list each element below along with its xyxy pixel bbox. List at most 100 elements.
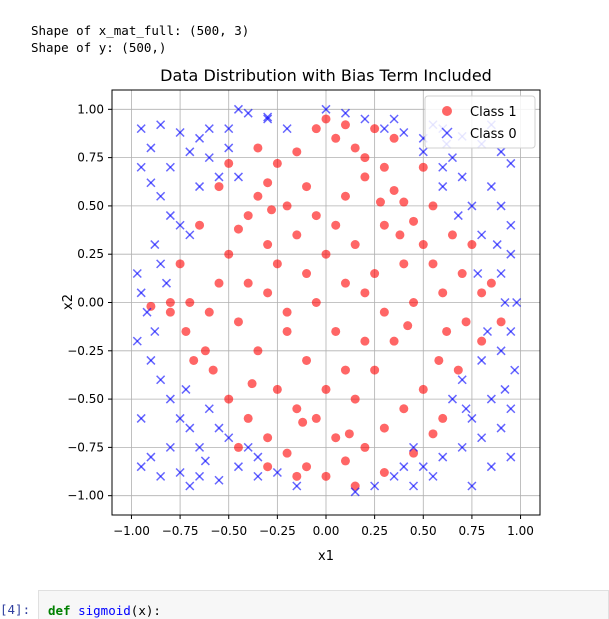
class-0-point	[500, 384, 510, 394]
class-0-point	[486, 394, 496, 404]
class-1-point	[165, 298, 175, 307]
x-tick-label: 0.50	[410, 524, 437, 538]
class-1-point	[370, 124, 380, 134]
class-0-point-stroke	[482, 326, 493, 337]
class-1-point	[253, 346, 263, 356]
class-0-point	[389, 114, 399, 124]
class-0-point	[438, 182, 448, 192]
class-0-point-stroke	[292, 481, 302, 491]
class-0-point-stroke	[165, 442, 175, 452]
class-0-point-stroke	[438, 162, 448, 172]
class-1-point	[214, 182, 224, 192]
class-1-point	[253, 191, 263, 201]
class-0-point-stroke	[409, 442, 419, 452]
class-1-point	[302, 355, 312, 365]
class-0-point	[136, 124, 146, 134]
class-0-point	[156, 120, 166, 130]
class-1-point	[181, 326, 191, 336]
class-0-point	[175, 467, 185, 478]
class-0-point	[379, 124, 389, 134]
class-1-point	[263, 433, 273, 443]
class-0-point	[467, 201, 477, 211]
class-1-point	[292, 147, 302, 157]
class-0-point-stroke	[253, 471, 263, 481]
class-0-point	[243, 108, 253, 118]
class-0-point	[389, 471, 399, 481]
class-0-point-stroke	[510, 365, 520, 375]
class-0-point-stroke	[263, 112, 273, 122]
class-0-point	[185, 423, 195, 433]
class-0-point	[195, 133, 205, 143]
class-0-point-stroke	[146, 143, 156, 153]
class-1-point	[340, 365, 350, 375]
class-1-point	[200, 346, 210, 356]
code-function-name: sigmoid	[78, 603, 131, 618]
class-0-point	[409, 481, 419, 491]
class-1-point	[418, 162, 428, 172]
class-0-point-stroke	[506, 220, 516, 230]
class-0-point	[165, 442, 175, 452]
class-1-point	[379, 468, 389, 477]
class-0-point	[146, 355, 156, 365]
class-0-point-stroke	[204, 153, 214, 163]
class-0-point-stroke	[438, 452, 448, 462]
class-0-point-stroke	[165, 394, 175, 404]
class-0-point	[510, 365, 520, 375]
class-1-point	[467, 240, 477, 250]
class-1-point	[311, 124, 321, 134]
class-0-point	[146, 452, 156, 462]
code-editor[interactable]: def sigmoid(x):	[38, 590, 609, 619]
class-0-point	[447, 153, 457, 163]
class-0-point-stroke	[370, 481, 380, 491]
class-0-point-stroke	[253, 452, 263, 462]
class-0-point-stroke	[473, 268, 483, 279]
class-1-point	[457, 269, 467, 279]
class-0-point	[496, 346, 506, 356]
class-0-point	[506, 404, 516, 414]
class-0-point-stroke	[350, 487, 360, 497]
class-1-point	[360, 336, 370, 346]
class-0-point	[150, 326, 160, 337]
class-0-point	[136, 462, 146, 472]
class-0-point-stroke	[185, 481, 195, 491]
class-0-point-stroke	[204, 404, 214, 414]
class-0-point-stroke	[457, 442, 467, 452]
x-tick-label: −0.25	[259, 524, 296, 538]
class-0-point-stroke	[243, 108, 253, 118]
class-1-point	[438, 413, 448, 423]
class-0-point-stroke	[389, 114, 399, 124]
class-1-point	[389, 336, 399, 346]
class-1-point	[321, 114, 331, 124]
x-tick-label: −0.50	[210, 524, 247, 538]
class-1-point	[292, 404, 302, 414]
class-0-point	[506, 220, 516, 230]
class-1-point	[292, 471, 302, 481]
class-1-point	[233, 442, 243, 452]
class-0-point-stroke	[150, 240, 160, 250]
y-tick-label: −0.25	[67, 344, 104, 358]
class-0-point	[506, 249, 516, 259]
class-0-point-stroke	[496, 201, 506, 211]
class-0-point	[477, 355, 487, 365]
class-0-point	[321, 104, 331, 114]
class-1-point	[379, 162, 389, 172]
class-0-point	[370, 481, 380, 491]
class-1-point	[243, 211, 253, 221]
class-0-point	[156, 471, 166, 481]
class-1-point	[298, 417, 308, 427]
class-0-point	[224, 124, 234, 134]
class-0-point	[185, 230, 195, 240]
class-0-point	[399, 462, 409, 472]
class-0-point-stroke	[477, 433, 487, 443]
class-0-point	[161, 278, 172, 288]
y-axis-ticks: 1.00 0.75 0.50 0.25 0.00 −0.25 −0.50 −0.75 −1.00	[67, 102, 112, 503]
class-0-point-stroke	[477, 355, 487, 365]
class-1-point	[418, 384, 428, 394]
class-1-point	[282, 201, 292, 211]
class-0-point	[492, 240, 502, 250]
class-0-point-stroke	[175, 467, 185, 478]
class-0-point-stroke	[214, 475, 224, 485]
class-1-point	[224, 394, 234, 404]
class-1-point	[292, 230, 302, 240]
y-tick-label: 0.00	[77, 296, 104, 310]
